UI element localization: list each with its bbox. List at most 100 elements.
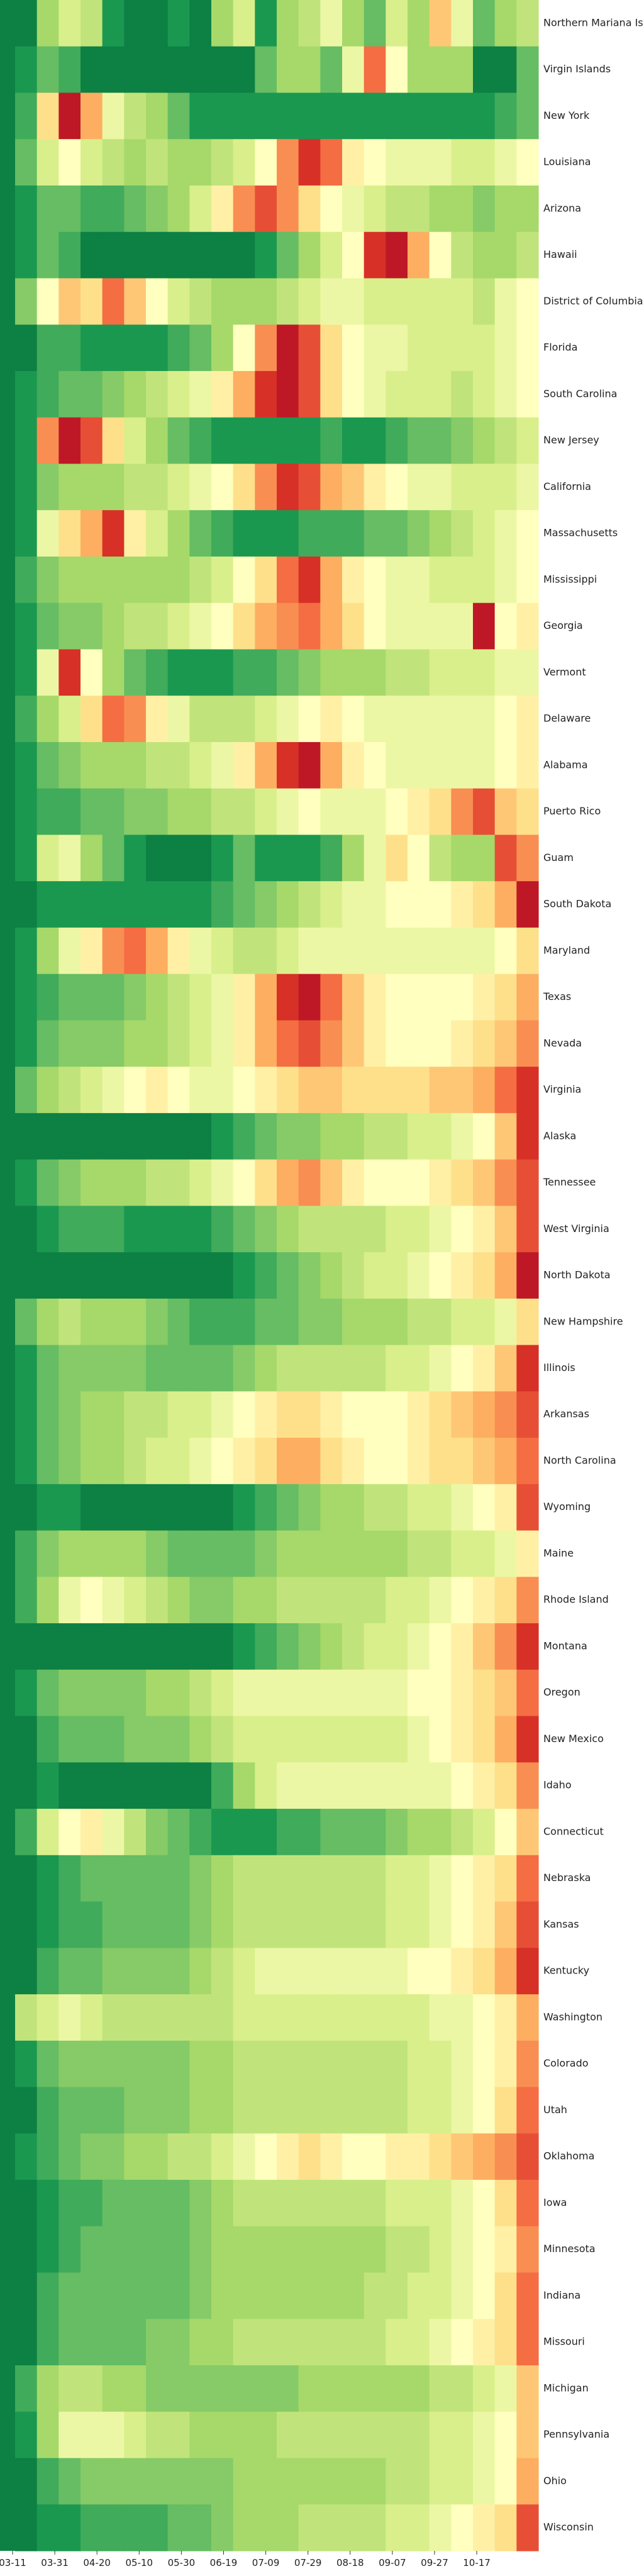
heatmap-cell <box>102 1623 125 1670</box>
heatmap-cell <box>255 1948 277 1995</box>
heatmap-cell <box>15 1298 38 1346</box>
heatmap-cell <box>451 556 474 604</box>
heatmap-cell <box>277 2504 299 2551</box>
heatmap-cell <box>429 370 452 418</box>
row-label: Florida <box>543 341 577 353</box>
heatmap-cell <box>58 2319 81 2366</box>
heatmap-cell <box>15 1067 38 1114</box>
heatmap-cell <box>146 0 169 47</box>
heatmap-cell <box>386 881 408 928</box>
heatmap-cell <box>80 46 103 94</box>
heatmap-cell <box>36 2458 59 2505</box>
heatmap-cell <box>473 1206 496 1253</box>
heatmap-cell <box>277 2458 299 2505</box>
heatmap-cell <box>211 464 234 511</box>
heatmap-cell <box>36 1623 59 1670</box>
row-label: Utah <box>543 2104 567 2116</box>
heatmap-cell <box>58 1762 81 1809</box>
heatmap-cell <box>364 881 386 928</box>
heatmap-cell <box>146 1762 169 1809</box>
heatmap-cell <box>277 46 299 94</box>
heatmap-cell <box>494 1113 517 1160</box>
heatmap-cell <box>277 1530 299 1577</box>
heatmap-cell <box>386 417 408 465</box>
heatmap-cell <box>429 1113 452 1160</box>
heatmap-cell <box>320 2458 343 2505</box>
heatmap-cell <box>473 0 496 47</box>
heatmap-cell <box>494 1809 517 1856</box>
heatmap-row <box>15 602 539 650</box>
heatmap-cell <box>167 510 190 557</box>
heatmap-cell <box>15 602 38 650</box>
heatmap-cell <box>386 92 408 140</box>
heatmap-row <box>15 2087 539 2134</box>
heatmap-cell <box>146 1669 169 1717</box>
heatmap-cell <box>364 185 386 233</box>
heatmap-cell <box>298 1809 321 1856</box>
heatmap-row <box>15 92 539 140</box>
heatmap-cell <box>516 2180 539 2227</box>
heatmap-cell <box>146 1809 169 1856</box>
heatmap-cell <box>408 1855 430 1902</box>
heatmap-cell <box>364 2319 386 2366</box>
heatmap-cell <box>320 510 343 557</box>
heatmap-cell <box>211 1855 234 1902</box>
heatmap-cell <box>102 2319 125 2366</box>
heatmap-cell <box>277 1623 299 1670</box>
heatmap-cell <box>516 2411 539 2459</box>
heatmap-cell <box>320 2180 343 2227</box>
heatmap-row <box>15 2411 539 2459</box>
heatmap-cell <box>364 2180 386 2227</box>
heatmap-cell <box>473 2133 496 2180</box>
heatmap-cell <box>429 1252 452 1299</box>
heatmap-cell <box>429 1669 452 1717</box>
heatmap-cell <box>298 1345 321 1392</box>
heatmap-cell <box>102 974 125 1021</box>
heatmap-cell <box>255 1994 277 2041</box>
heatmap-cell <box>189 649 212 696</box>
heatmap-cell <box>408 1577 430 1624</box>
heatmap-cell <box>255 835 277 882</box>
heatmap-cell <box>124 1762 147 1809</box>
heatmap-cell <box>80 602 103 650</box>
heatmap-cell <box>233 1159 255 1206</box>
heatmap-cell <box>146 1948 169 1995</box>
heatmap-cell <box>58 2226 81 2273</box>
heatmap-cell <box>211 2040 234 2088</box>
heatmap-cell <box>255 1762 277 1809</box>
heatmap-cell <box>451 1901 474 1948</box>
heatmap-cell <box>473 92 496 140</box>
heatmap-cell <box>233 741 255 789</box>
heatmap-cell <box>36 1345 59 1392</box>
heatmap-cell <box>15 1901 38 1948</box>
heatmap-cell <box>408 1067 430 1114</box>
heatmap-cell <box>342 464 365 511</box>
heatmap-cell <box>124 649 147 696</box>
heatmap-row <box>15 1159 539 1206</box>
heatmap-cell <box>494 1577 517 1624</box>
heatmap-cell <box>146 1159 169 1206</box>
heatmap-cell <box>233 1901 255 1948</box>
heatmap-cell <box>102 231 125 279</box>
heatmap-row <box>15 2319 539 2366</box>
heatmap-cell <box>320 325 343 372</box>
heatmap-cell <box>80 1855 103 1902</box>
heatmap-cell <box>494 741 517 789</box>
heatmap-cell <box>58 696 81 743</box>
heatmap-cell <box>277 741 299 789</box>
heatmap-cell <box>408 1901 430 1948</box>
heatmap-cell <box>189 1484 212 1531</box>
heatmap-cell <box>233 1994 255 2041</box>
heatmap-cell <box>211 1530 234 1577</box>
heatmap-cell <box>211 2180 234 2227</box>
heatmap-cell <box>102 2365 125 2412</box>
heatmap-cell <box>516 1113 539 1160</box>
heatmap-cell <box>255 2087 277 2134</box>
heatmap-cell <box>342 231 365 279</box>
heatmap-cell <box>298 2458 321 2505</box>
heatmap-cell <box>102 649 125 696</box>
heatmap-cell <box>516 2226 539 2273</box>
heatmap-cell <box>102 1298 125 1346</box>
heatmap-row <box>15 2504 539 2551</box>
heatmap-cell <box>102 92 125 140</box>
